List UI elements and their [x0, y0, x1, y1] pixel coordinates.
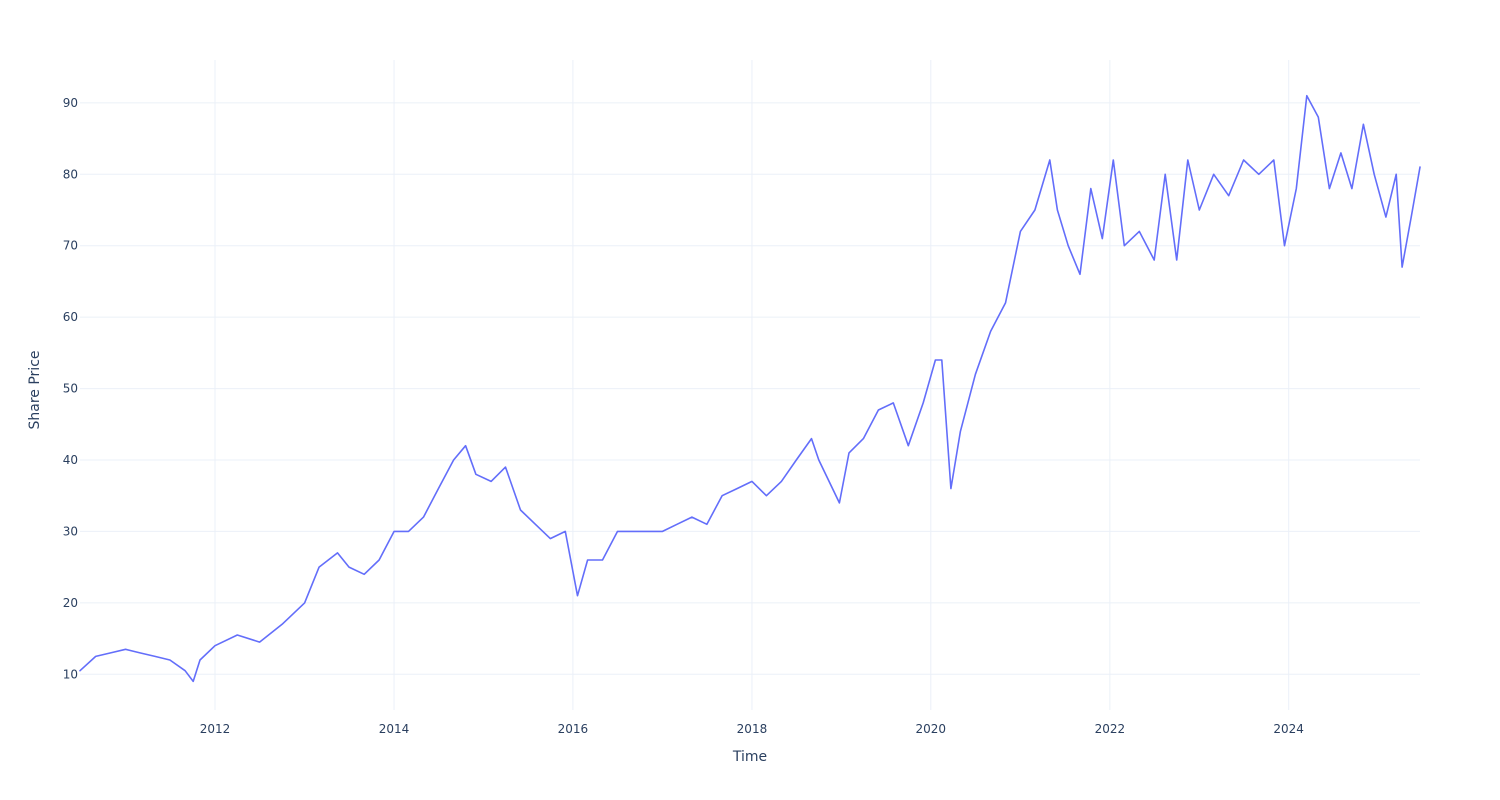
x-axis-title: Time	[732, 749, 767, 765]
gridlines	[80, 60, 1420, 710]
x-tick-label: 2016	[558, 722, 589, 736]
x-tick-label: 2012	[200, 722, 231, 736]
y-tick-label: 80	[63, 167, 78, 181]
y-tick-label: 30	[63, 524, 78, 538]
x-tick-label: 2020	[916, 722, 947, 736]
x-tick-label: 2022	[1095, 722, 1126, 736]
x-tick-label: 2014	[379, 722, 410, 736]
x-tick-label: 2024	[1273, 722, 1304, 736]
y-tick-label: 50	[63, 382, 78, 396]
y-axis-title: Share Price	[27, 350, 43, 429]
x-tick-label: 2018	[737, 722, 768, 736]
y-tick-label: 60	[63, 310, 78, 324]
y-tick-label: 40	[63, 453, 78, 467]
y-tick-label: 70	[63, 239, 78, 253]
tick-labels: 10 20 30 40 50 60 70 80 90 2012 2014 2016 2018 2020 20…	[63, 96, 1304, 736]
series-layer	[79, 94, 1421, 683]
y-tick-label: 20	[63, 596, 78, 610]
y-tick-label: 90	[63, 96, 78, 110]
y-tick-label: 10	[63, 667, 78, 681]
series-line	[79, 94, 1421, 683]
